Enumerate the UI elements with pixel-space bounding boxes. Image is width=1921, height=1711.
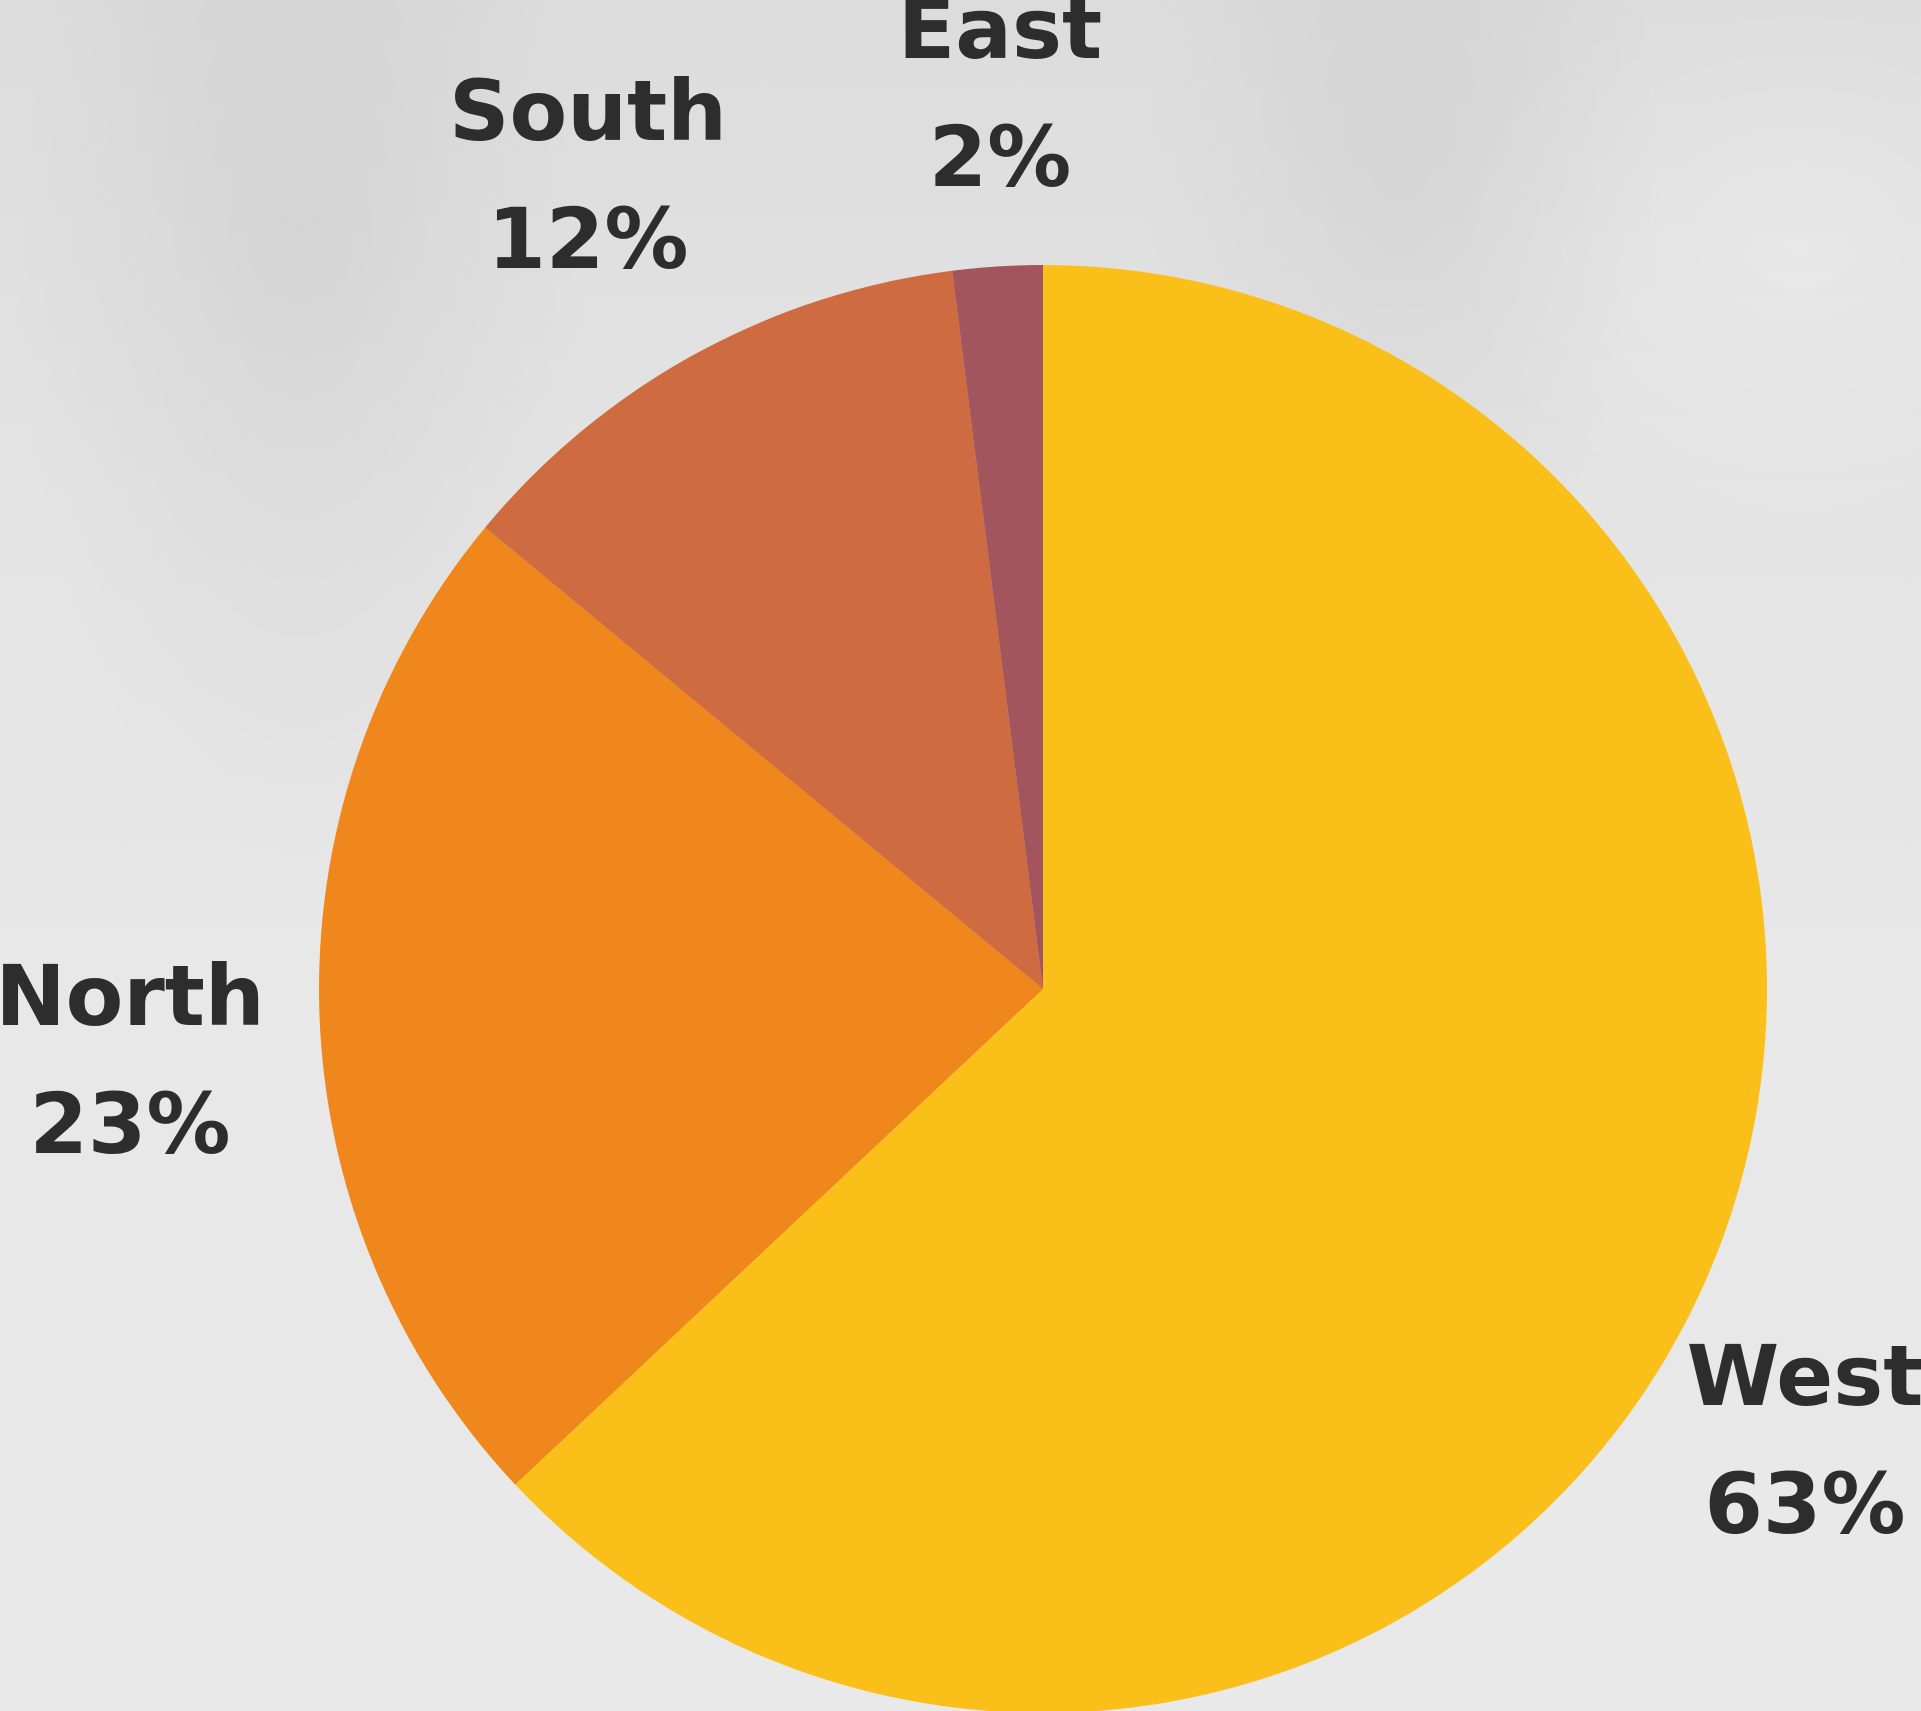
pie-slice-south [485, 270, 1043, 990]
slice-label-east: East [898, 0, 1102, 78]
pie-slice-north [319, 527, 1043, 1485]
slice-value-east: 2% [929, 108, 1072, 206]
slice-label-north: North [0, 947, 265, 1045]
slice-value-north: 23% [29, 1075, 230, 1173]
slice-label-west: West [1687, 1327, 1921, 1425]
slice-value-south: 12% [487, 190, 688, 288]
pie-slice-east [952, 265, 1043, 989]
pie-slice-west [515, 265, 1767, 1711]
pie-slices [319, 265, 1767, 1711]
slice-value-west: 63% [1704, 1455, 1905, 1553]
pie-labels: West 63% North 23% South 12% East 2% [0, 0, 1921, 1553]
slice-label-south: South [449, 62, 727, 160]
